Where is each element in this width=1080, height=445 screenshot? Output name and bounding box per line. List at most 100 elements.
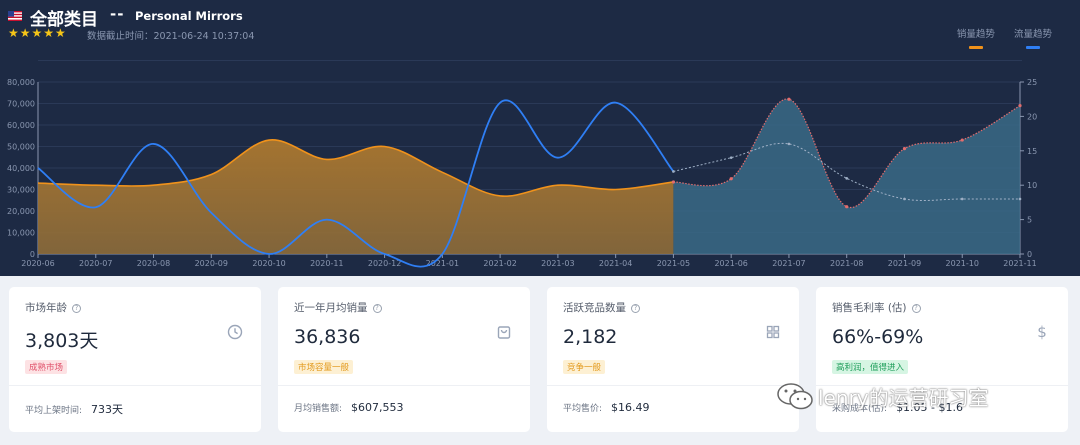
dollar-icon: $ [1037,324,1047,340]
status-badge: 成熟市场 [25,360,68,374]
stat-footer: 月均销售额: $607,553 [294,401,404,414]
status-badge: 高利润，值得进入 [832,360,909,374]
data-timestamp: 数据截止时间：2021-06-24 10:37:04 [87,31,255,42]
y-tick-label-right: 20 [1027,112,1037,121]
x-tick-label: 2020-09 [195,259,228,268]
help-icon[interactable]: ? [911,304,921,313]
legend-traffic-swatch [1025,46,1040,49]
sales-line-historical [37,139,674,197]
x-tick-label: 2021-11 [1003,259,1036,268]
y-tick-label-right: 15 [1027,147,1037,156]
stat-footer: 采购成本(估): $1.05 - $1.6 [832,401,964,414]
y-tick-label-left: 10,000 [7,229,35,238]
sales-area-historical [38,139,674,254]
stat-label: 市场年龄? [25,300,81,315]
card-divider [278,385,530,386]
status-badge: 竞争一般 [563,360,606,374]
grid-icon [766,325,780,339]
traffic-forecast-point [672,170,675,173]
y-tick-label-right: 10 [1027,181,1037,190]
stat-value: 66%-69% [832,326,924,348]
us-flag-icon [8,11,22,21]
x-tick-label: 2020-06 [21,259,54,268]
x-tick-label: 2020-10 [252,259,285,268]
traffic-forecast-point [787,142,791,146]
stat-label: 活跃竞品数量? [563,300,640,315]
category-name: Personal Mirrors [135,9,243,23]
x-tick-label: 2020-12 [368,259,401,268]
wechat-icon [777,383,813,410]
x-tick-label: 2021-06 [714,259,747,268]
y-tick-label-left: 20,000 [7,207,35,216]
chart-legend: 销量趋势 流量趋势 [943,22,1052,49]
stat-value: 3,803天 [25,330,99,352]
legend-traffic[interactable]: 流量趋势 [1014,26,1052,49]
x-tick-label: 2021-07 [772,259,805,268]
help-icon[interactable]: ? [72,304,81,313]
stat-card-monthly-sales: 近一年月均销量? 36,836 市场容量一般 月均销售额: $607,553 [278,287,530,432]
watermark-text: lenry的运营研习室 [818,386,989,410]
star-rating: ★★★★★ [8,26,67,40]
y-tick-label-left: 70,000 [7,100,35,109]
y-tick-label-left: 40,000 [7,164,35,173]
sales-area-forecast [673,98,1020,254]
stat-value: 2,182 [563,326,618,348]
page-title: 全部类目 [30,10,98,30]
stat-card-market-age: 市场年龄? 3,803天 成熟市场 平均上架时间: 733天 [9,287,261,432]
x-tick-label: 2021-08 [830,259,863,268]
traffic-forecast-point [729,156,733,159]
help-icon[interactable]: ? [631,304,640,313]
sales-forecast-point [960,138,964,142]
card-divider [9,385,261,386]
stat-card-competitors: 活跃竞品数量? 2,182 竞争一般 平均售价: $16.49 [547,287,799,432]
stat-label: 销售毛利率 (估)? [832,300,921,315]
y-tick-label-left: 30,000 [7,186,35,195]
x-tick-label: 2020-07 [79,259,112,268]
sales-forecast-point [845,205,849,209]
y-tick-label-right: 25 [1027,78,1037,87]
chart-panel: 全部类目 -- Personal Mirrors ★★★★★ 数据截止时间：20… [0,0,1080,276]
x-tick-label: 2020-08 [137,259,170,268]
stat-label: 近一年月均销量? [294,300,382,315]
x-tick-label: 2021-02 [483,259,516,268]
help-icon[interactable]: ? [372,304,382,313]
y-tick-label-left: 60,000 [7,121,35,130]
x-tick-label: 2021-09 [888,259,921,268]
legend-sales-label: 销量趋势 [956,29,995,40]
sales-forecast-point [671,180,676,184]
card-divider [547,385,799,386]
y-tick-label-right: 0 [1027,250,1032,259]
legend-sales[interactable]: 销量趋势 [957,26,995,49]
svg-text:$: $ [1037,324,1047,340]
sales-forecast-point [787,97,791,101]
y-tick-label-left: 0 [30,250,35,259]
x-tick-label: 2021-03 [541,259,574,268]
x-tick-label: 2021-04 [599,259,632,268]
card-divider [816,385,1068,386]
y-tick-label-left: 50,000 [7,143,35,152]
traffic-forecast-point [845,177,849,180]
x-tick-label: 2020-11 [310,259,343,268]
legend-sales-swatch [968,46,983,49]
header-divider [38,60,1022,61]
trend-chart: 0 10,000 20,000 30,000 40,000 50,000 60,000 70,… [7,78,1037,268]
clock-icon [227,324,243,340]
stat-footer: 平均售价: $16.49 [563,401,650,414]
stat-card-margin: 销售毛利率 (估)? 66%-69% $ 高利润，值得进入 采购成本(估): $1… [816,287,1068,432]
x-tick-label: 2021-05 [657,259,690,268]
legend-traffic-label: 流量趋势 [1013,29,1052,40]
sales-forecast-point [729,177,733,181]
status-badge: 市场容量一般 [294,360,354,374]
shopping-bag-icon [497,326,511,339]
x-tick-label: 2021-01 [426,259,459,268]
traffic-forecast-point [960,197,964,201]
watermark: lenry的运营研习室 [770,380,1060,416]
x-tick-label: 2021-10 [946,259,979,268]
y-tick-label-right: 5 [1027,216,1032,225]
traffic-forecast-point [1018,197,1022,201]
traffic-forecast-point [903,197,906,201]
title-separator: -- [110,5,125,23]
sales-forecast-point [1018,104,1022,108]
traffic-line-historical [37,99,675,268]
header: 全部类目 -- Personal Mirrors ★★★★★ 数据截止时间：20… [8,4,1072,54]
